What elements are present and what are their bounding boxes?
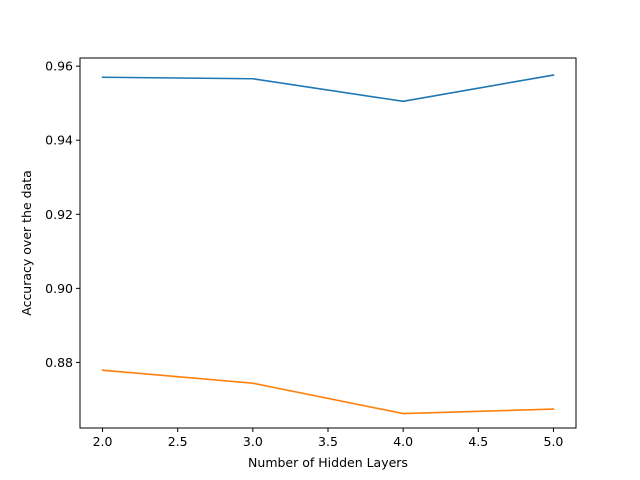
x-axis-ticks: 2.0 2.5 3.0 3.5 4.0 4.5 5.0 — [93, 428, 564, 449]
x-tick-label: 3.5 — [318, 434, 338, 449]
x-tick-label: 4.0 — [393, 434, 413, 449]
x-tick-label: 2.5 — [168, 434, 188, 449]
axes-frame — [79, 57, 577, 429]
y-tick-label: 0.92 — [45, 207, 73, 222]
x-tick-label: 5.0 — [544, 434, 564, 449]
series-layer — [101, 74, 555, 415]
y-axis-ticks: 0.88 0.90 0.92 0.94 0.96 — [45, 59, 80, 370]
y-tick-label: 0.96 — [45, 59, 73, 74]
series-line-1 — [101, 74, 555, 103]
x-tick-label: 4.5 — [468, 434, 488, 449]
y-tick-label: 0.90 — [45, 281, 73, 296]
series-line-2 — [101, 369, 555, 415]
axes-background — [80, 58, 576, 428]
x-tick-label: 3.0 — [243, 434, 263, 449]
plot-area — [80, 58, 576, 428]
y-tick-label: 0.94 — [45, 133, 73, 148]
x-axis-label: Number of Hidden Layers — [248, 455, 408, 470]
x-tick-label: 2.0 — [93, 434, 113, 449]
y-axis-label: Accuracy over the data — [19, 170, 34, 316]
y-tick-label: 0.88 — [45, 355, 73, 370]
